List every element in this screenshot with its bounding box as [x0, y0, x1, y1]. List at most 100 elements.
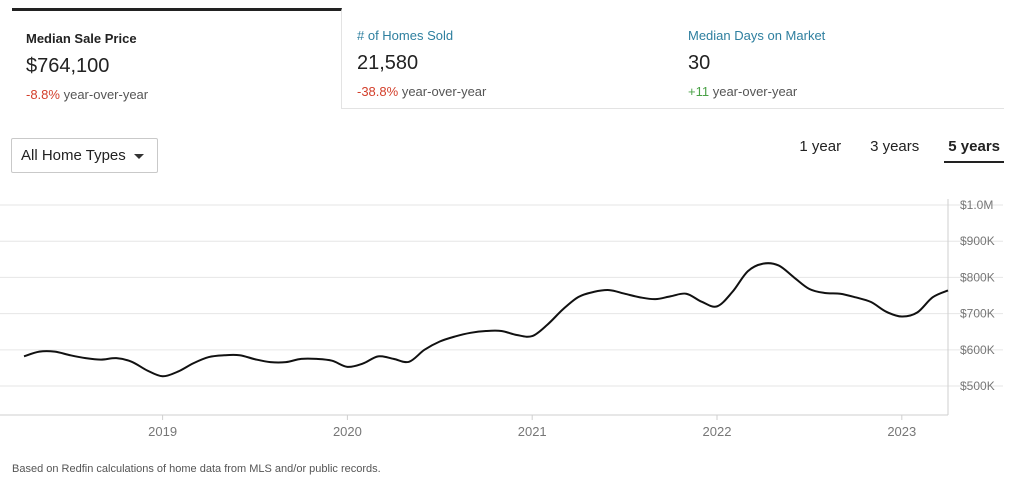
data-point[interactable] [819, 287, 831, 299]
data-point[interactable] [850, 291, 862, 303]
data-point[interactable] [557, 303, 569, 315]
change-suffix: year-over-year [63, 87, 149, 102]
data-point[interactable] [927, 291, 939, 303]
data-point[interactable] [449, 330, 461, 342]
x-tick-label: 2019 [148, 424, 177, 439]
data-point[interactable] [742, 265, 754, 277]
data-point[interactable] [542, 318, 554, 330]
data-point[interactable] [665, 290, 677, 302]
data-point[interactable] [388, 353, 400, 365]
data-point[interactable] [495, 325, 507, 337]
data-point[interactable] [18, 350, 30, 362]
range-3-years[interactable]: 3 years [870, 138, 920, 155]
data-point[interactable] [295, 353, 307, 365]
data-point[interactable] [33, 346, 45, 358]
data-point[interactable] [110, 352, 122, 364]
data-point[interactable] [434, 336, 446, 348]
metric-tabs: Median Sale Price $764,100 -8.8% year-ov… [12, 0, 1004, 110]
data-point[interactable] [634, 291, 646, 303]
y-tick-label: $600K [960, 343, 995, 357]
x-tick-label: 2023 [887, 424, 916, 439]
change-amount: -38.8% [357, 84, 399, 99]
data-point[interactable] [172, 366, 184, 378]
data-point[interactable] [619, 288, 631, 300]
data-point[interactable] [757, 258, 769, 270]
data-point[interactable] [865, 296, 877, 308]
data-point[interactable] [218, 349, 230, 361]
y-tick-label: $800K [960, 270, 995, 284]
data-point[interactable] [788, 271, 800, 283]
data-point[interactable] [64, 349, 76, 361]
grid [0, 204, 1003, 387]
data-point[interactable] [880, 306, 892, 318]
tab-label: Median Sale Price [26, 31, 137, 46]
tab-value: 21,580 [357, 52, 419, 74]
data-point[interactable] [280, 356, 292, 368]
data-point[interactable] [603, 284, 615, 296]
tab-label: # of Homes Sold [357, 28, 454, 43]
data-point[interactable] [572, 291, 584, 303]
data-point[interactable] [126, 356, 138, 368]
data-point[interactable] [726, 286, 738, 298]
y-tick-label: $900K [960, 234, 995, 248]
data-point[interactable] [234, 349, 246, 361]
tab-change: -8.8% year-over-year [26, 87, 341, 103]
data-point[interactable] [157, 370, 169, 382]
data-point[interactable] [249, 353, 261, 365]
data-point[interactable] [465, 327, 477, 339]
home-type-label: All Home Types [21, 147, 126, 164]
tab-change: +11 year-over-year [688, 84, 1004, 100]
tab-value: 30 [688, 52, 711, 74]
data-point[interactable] [326, 355, 338, 367]
change-amount: -8.8% [26, 87, 60, 102]
data-point[interactable] [696, 296, 708, 308]
data-point[interactable] [49, 346, 61, 358]
data-point[interactable] [942, 284, 954, 296]
data-point[interactable] [372, 350, 384, 362]
data-point[interactable] [896, 311, 908, 323]
caret-down-icon [134, 154, 144, 159]
x-tick-label: 2022 [703, 424, 732, 439]
series-line-median-sale-price [23, 262, 949, 378]
footnote: Based on Redfin calculations of home dat… [12, 463, 381, 475]
y-tick-label: $500K [960, 379, 995, 393]
data-point[interactable] [341, 361, 353, 373]
y-tick-label: $700K [960, 307, 995, 321]
data-point[interactable] [803, 283, 815, 295]
data-point[interactable] [773, 259, 785, 271]
data-point[interactable] [187, 357, 199, 369]
data-point[interactable] [357, 358, 369, 370]
change-suffix: year-over-year [712, 84, 798, 99]
data-point[interactable] [680, 288, 692, 300]
data-point[interactable] [95, 354, 107, 366]
change-suffix: year-over-year [401, 84, 487, 99]
range-1-year[interactable]: 1 year [799, 138, 842, 155]
data-point[interactable] [480, 325, 492, 337]
tab-homes-sold[interactable]: # of Homes Sold 21,580 -38.8% year-over-… [343, 8, 674, 109]
data-point[interactable] [203, 351, 215, 363]
data-point[interactable] [588, 286, 600, 298]
data-point[interactable] [403, 356, 415, 368]
median-sale-price-chart: $500K$600K$700K$800K$900K$1.0M 2019 2020 2… [0, 198, 1003, 439]
data-point[interactable] [526, 330, 538, 342]
tab-median-days-on-market[interactable]: Median Days on Market 30 +11 year-over-y… [674, 8, 1004, 109]
data-point[interactable] [311, 353, 323, 365]
data-point[interactable] [264, 356, 276, 368]
tab-value: $764,100 [26, 55, 110, 77]
series-layer [18, 258, 954, 382]
range-5-years[interactable]: 5 years [944, 136, 1004, 163]
data-point[interactable] [834, 288, 846, 300]
data-point[interactable] [511, 329, 523, 341]
home-type-select[interactable]: All Home Types [11, 138, 158, 173]
data-point[interactable] [80, 352, 92, 364]
tab-change: -38.8% year-over-year [357, 84, 674, 100]
data-point[interactable] [711, 300, 723, 312]
tab-median-sale-price[interactable]: Median Sale Price $764,100 -8.8% year-ov… [12, 8, 342, 109]
time-range-tabs: 1 year 3 years 5 years [774, 136, 1004, 163]
data-point[interactable] [418, 344, 430, 356]
data-point[interactable] [649, 293, 661, 305]
x-axis: 2019 2020 2021 2022 2023 [0, 414, 948, 439]
x-tick-label: 2021 [518, 424, 547, 439]
data-point[interactable] [911, 307, 923, 319]
data-point[interactable] [141, 364, 153, 376]
